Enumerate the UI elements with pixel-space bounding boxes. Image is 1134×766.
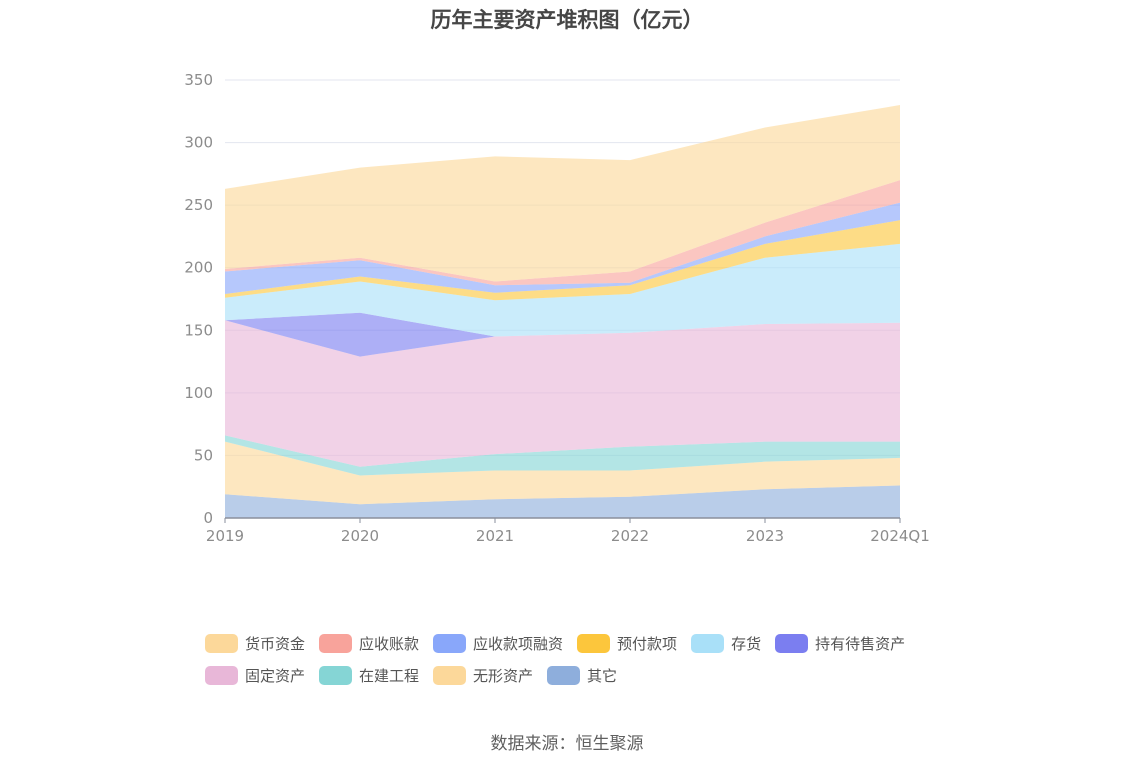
legend-swatch	[577, 633, 611, 653]
legend-item[interactable]: 持有待售资产	[775, 632, 905, 654]
area-series	[225, 105, 900, 518]
legend-item[interactable]: 应收款项融资	[433, 632, 563, 654]
legend-item[interactable]: 在建工程	[319, 664, 419, 686]
legend-label: 货币资金	[245, 634, 306, 653]
legend-label: 无形资产	[473, 666, 534, 685]
x-tick-label: 2022	[611, 527, 649, 545]
y-tick-label: 0	[203, 509, 213, 527]
y-tick-label: 250	[184, 196, 213, 214]
area-持有待售资产	[225, 312, 900, 357]
y-tick-label: 200	[184, 259, 213, 277]
legend-swatch	[205, 665, 238, 685]
area-应收款项融资	[225, 202, 900, 294]
area-无形资产	[225, 441, 900, 505]
legend-item[interactable]: 其它	[547, 664, 617, 686]
axes	[224, 517, 901, 523]
y-tick-label: 150	[184, 321, 213, 339]
legend-swatch	[433, 633, 467, 653]
legend-item[interactable]: 货币资金	[205, 632, 305, 654]
area-应收账款	[225, 180, 900, 286]
area-其它	[225, 485, 900, 518]
legend-label: 在建工程	[359, 666, 420, 685]
legend-item[interactable]: 固定资产	[205, 664, 305, 686]
legend-item[interactable]: 存货	[691, 632, 761, 654]
legend-label: 应收款项融资	[473, 634, 564, 653]
legend-label: 存货	[731, 634, 762, 653]
area-存货	[225, 243, 900, 337]
legend-swatch	[319, 633, 353, 653]
legend-item[interactable]: 应收账款	[319, 632, 419, 654]
y-axis-labels: 0 50 100 150 200 250 300 350	[184, 71, 213, 527]
area-货币资金	[225, 105, 900, 282]
chart-title: 历年主要资产堆积图（亿元）	[430, 8, 704, 32]
legend-swatch	[775, 633, 809, 653]
x-axis-labels: 2019 2020 2021 2022 2023 2024Q1	[206, 527, 930, 545]
x-tick-label: 2021	[476, 527, 514, 545]
legend-label: 持有待售资产	[815, 634, 906, 653]
area-在建工程	[225, 435, 900, 476]
legend-label: 固定资产	[245, 666, 306, 685]
y-tick-label: 100	[184, 384, 213, 402]
y-tick-label: 350	[184, 71, 213, 89]
legend-swatch	[691, 633, 725, 653]
legend-label: 预付款项	[617, 634, 678, 653]
y-tick-label: 300	[184, 134, 213, 152]
legend-swatch	[547, 665, 581, 685]
data-source: 数据来源：恒生聚源	[490, 734, 644, 754]
legend-item[interactable]: 预付款项	[577, 632, 677, 654]
x-tick-label: 2020	[341, 527, 379, 545]
legend-label: 其它	[587, 666, 618, 685]
x-tick-label: 2023	[746, 527, 784, 545]
legend-swatch	[319, 665, 353, 685]
legend-swatch	[433, 665, 467, 685]
x-tick-label: 2024Q1	[870, 527, 930, 545]
legend-swatch	[205, 633, 238, 653]
legend-label: 应收账款	[359, 634, 420, 653]
area-固定资产	[225, 320, 900, 467]
legend: 货币资金 应收账款 应收款项融资 预付款项 存货 持有待售资产固定资产 在建工程 无形资产 其它	[205, 632, 945, 686]
x-tick-label: 2019	[206, 527, 244, 545]
legend-item[interactable]: 无形资产	[433, 664, 533, 686]
y-tick-label: 50	[194, 446, 213, 464]
